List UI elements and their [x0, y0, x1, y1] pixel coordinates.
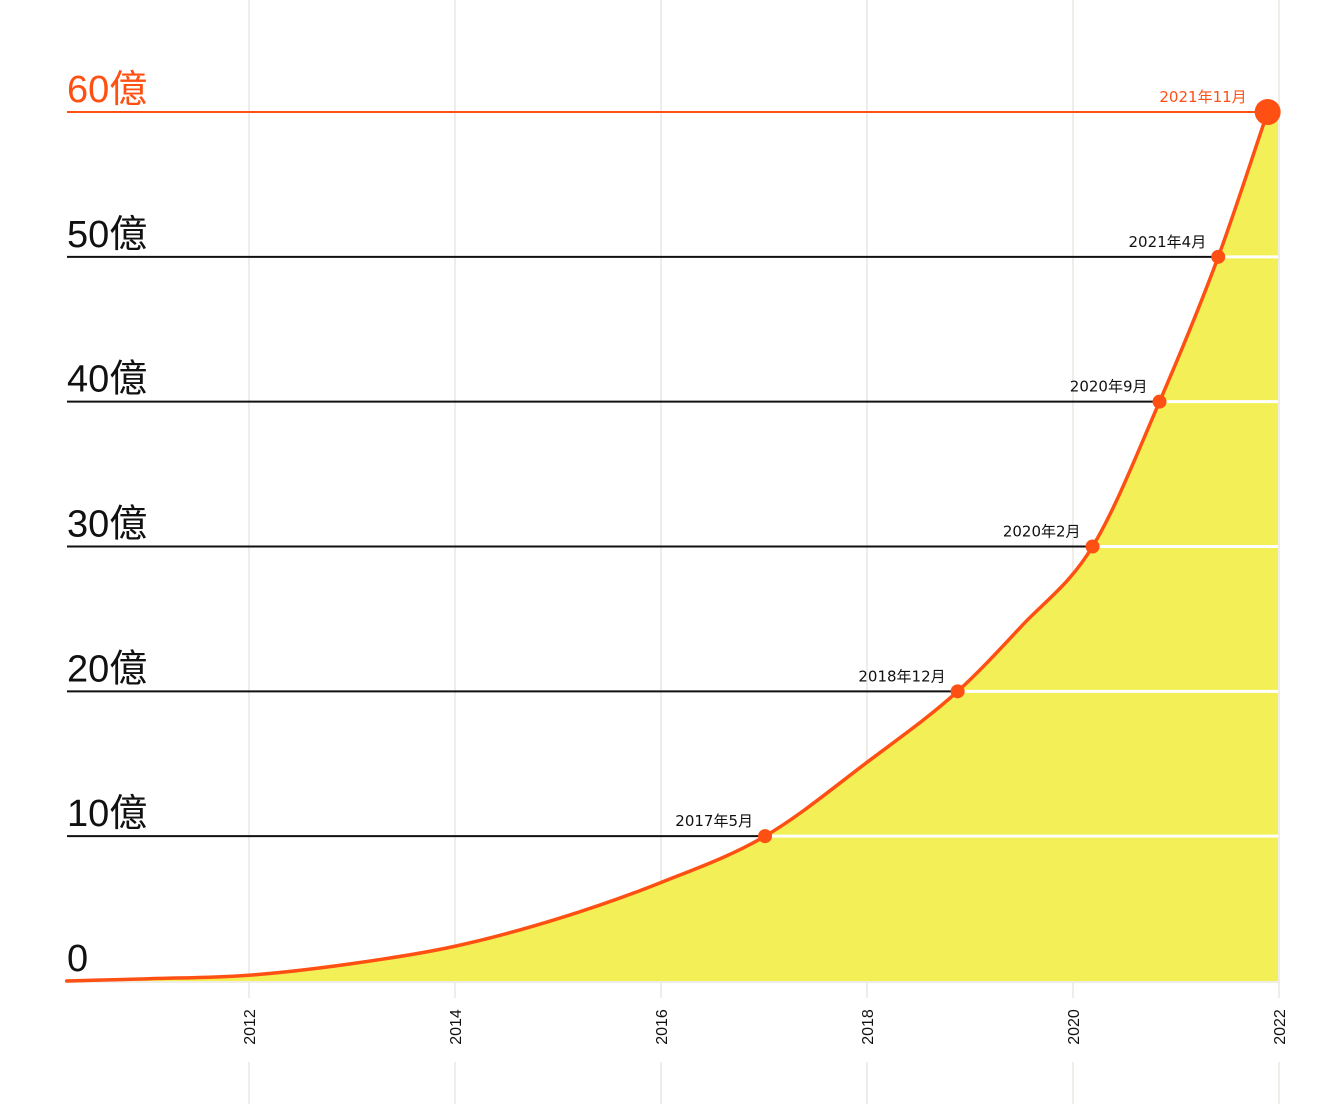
- horizontal-gridlines: [66, 111, 1278, 983]
- y-tick-label: 20億: [67, 648, 147, 690]
- y-tick-label: 0: [67, 938, 88, 980]
- milestone-point: [758, 829, 773, 844]
- x-tick-label: 2016: [654, 1009, 671, 1045]
- x-tick-label: 2018: [860, 1009, 877, 1045]
- milestone-point: [1254, 99, 1281, 125]
- milestone-label: 2020年9月: [1070, 378, 1148, 396]
- milestone-label: 2020年2月: [1003, 523, 1081, 541]
- y-tick-label: 60億: [67, 69, 147, 111]
- x-tick-label: 2014: [448, 1009, 465, 1045]
- milestone-label: 2021年4月: [1129, 233, 1207, 251]
- milestone-label: 2018年12月: [858, 667, 945, 685]
- milestone-point: [1211, 249, 1226, 264]
- x-axis-labels: 2012 2014 2016 2018 2020 2022: [242, 1009, 1289, 1045]
- y-axis-labels: 0 10億 20億 30億 40億 50億 60億: [67, 69, 147, 980]
- milestone-point: [1152, 394, 1167, 409]
- milestone-label: 2017年5月: [675, 812, 753, 830]
- x-tick-label: 2020: [1066, 1009, 1083, 1045]
- area-fill: [66, 110, 1279, 981]
- y-tick-label: 10億: [67, 793, 147, 835]
- milestone-point: [1085, 539, 1100, 554]
- x-tick-label: 2012: [242, 1009, 259, 1045]
- y-tick-label: 50億: [67, 214, 147, 256]
- y-tick-label: 40億: [67, 359, 147, 401]
- area-layer: [66, 110, 1279, 981]
- x-tick-label: 2022: [1272, 1009, 1289, 1045]
- milestone-point: [950, 684, 965, 699]
- milestone-label: 2021年11月: [1159, 88, 1246, 106]
- y-tick-label: 30億: [67, 504, 147, 546]
- milestone-markers: 2017年5月 2018年12月 2020年2月 2020年9月 2021年4月 2021…: [675, 88, 1281, 844]
